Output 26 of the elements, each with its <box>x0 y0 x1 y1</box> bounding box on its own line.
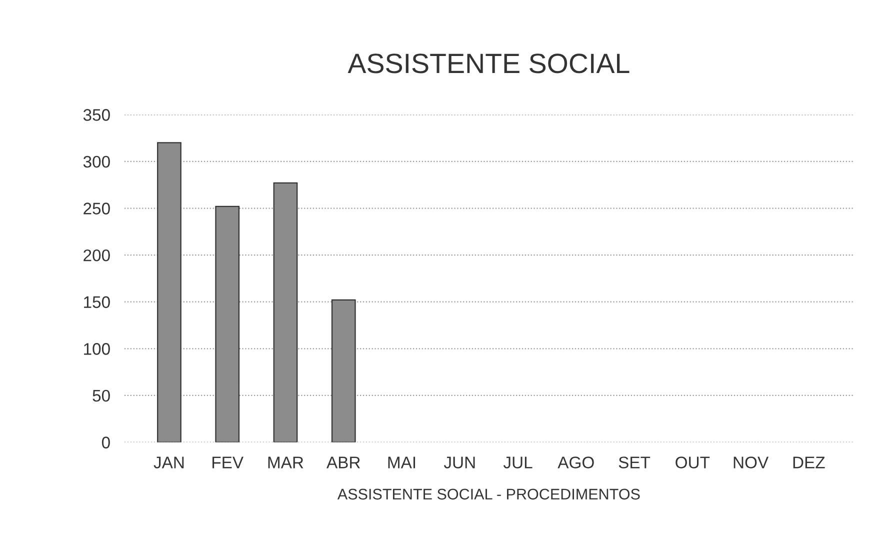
y-tick-label: 350 <box>83 109 110 121</box>
y-tick-label: 0 <box>102 436 110 448</box>
y-tick-label: 150 <box>84 296 110 308</box>
chart-title: ASSISTENTE SOCIAL <box>348 54 630 74</box>
x-tick-label: ABR <box>326 456 360 468</box>
bar <box>157 142 182 442</box>
y-tick-label: 100 <box>84 343 110 355</box>
y-tick-label: 300 <box>83 156 110 168</box>
bar <box>273 182 298 442</box>
x-tick-label: NOV <box>734 456 769 468</box>
x-tick-label: AGO <box>558 456 594 468</box>
y-tick-label: 50 <box>92 390 110 402</box>
y-tick-label: 250 <box>84 202 110 214</box>
x-tick-label: SET <box>618 456 650 468</box>
y-tick-label: 200 <box>84 249 110 262</box>
bar <box>215 206 240 442</box>
x-tick-label: MAR <box>268 456 304 468</box>
x-tick-label: JUL <box>503 456 532 468</box>
x-tick-label: DEZ <box>793 456 825 468</box>
x-tick-label: FEV <box>212 456 244 468</box>
x-axis-title: ASSISTENTE SOCIAL - PROCEDIMENTOS <box>337 488 640 500</box>
bar <box>331 299 356 442</box>
x-tick-label: MAI <box>388 456 416 468</box>
x-tick-label: JUN <box>444 456 475 468</box>
x-tick-label: OUT <box>676 456 710 468</box>
x-tick-label: JAN <box>154 456 184 468</box>
